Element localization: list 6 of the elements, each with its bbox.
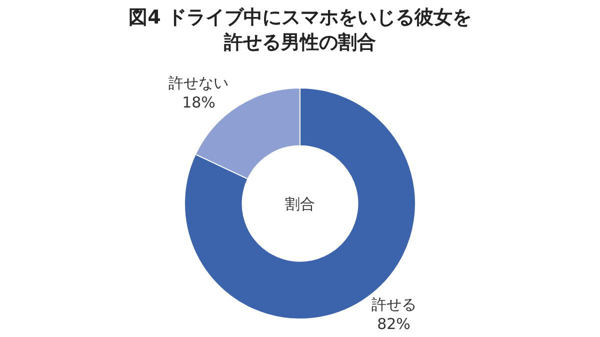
text: 割合 bbox=[285, 195, 315, 213]
data-label: 82% bbox=[377, 315, 410, 334]
data-label: 18% bbox=[182, 93, 216, 112]
slice-label: 許せない bbox=[168, 74, 229, 92]
slice-label: 許せる bbox=[371, 296, 416, 314]
chart-title: 図4 ドライブ中にスマホをいじる彼女を許せる男性の割合 bbox=[128, 6, 472, 54]
